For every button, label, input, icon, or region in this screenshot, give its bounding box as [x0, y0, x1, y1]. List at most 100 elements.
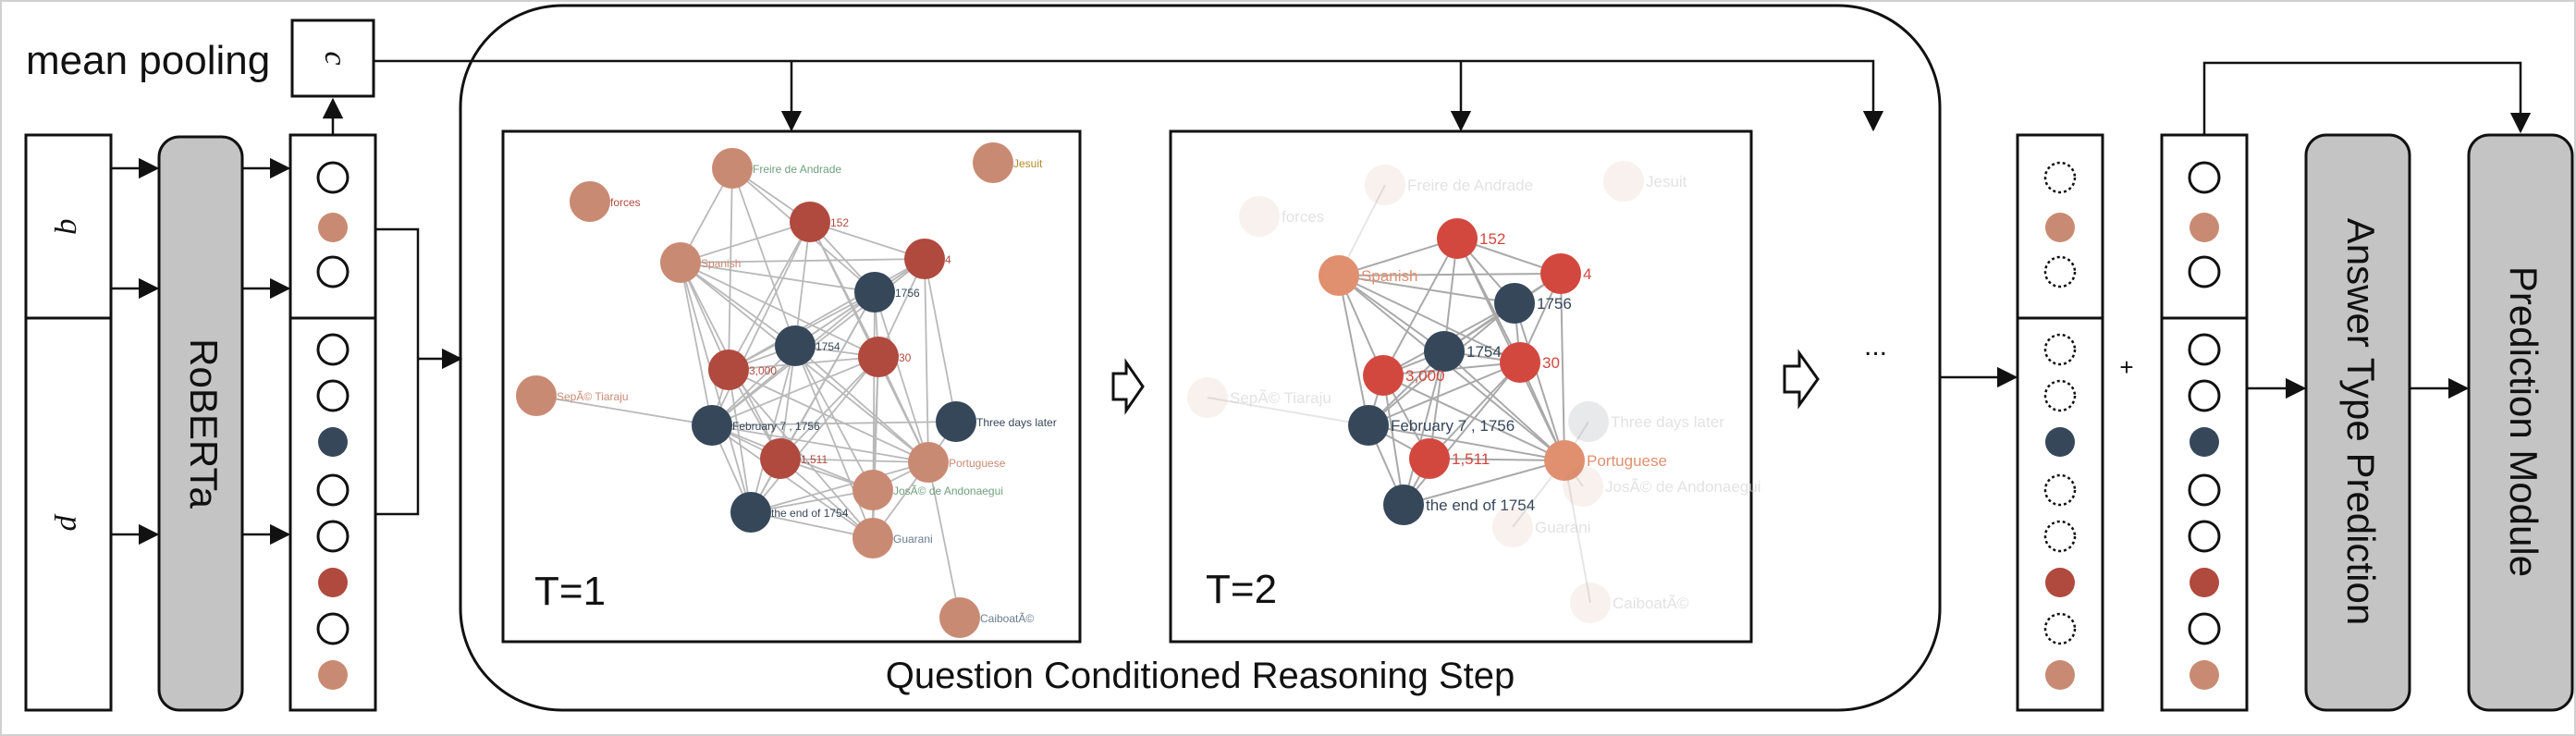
graph-t2-node-label-n1756: 1756 [1537, 295, 1572, 313]
plus-label: + [2119, 353, 2133, 381]
graph-t2-edge [1382, 238, 1458, 376]
graph-t1-edge [711, 424, 874, 539]
graph-t1-nodes: Freire de Andrade Jesuit forces 152 Spanish 4… [516, 142, 1057, 638]
graph-t1-node-label-n4: 4 [945, 253, 951, 266]
encoder-p-token-0 [316, 333, 350, 366]
graph-t1-node-label-jose: JosÃ© de Andonaegui [893, 485, 1003, 497]
graph-t1-edge [924, 258, 929, 463]
graph-t1-node-label-n1511: 1,511 [801, 453, 828, 466]
graph-t1-edge [731, 167, 796, 347]
c-label: c [318, 51, 352, 65]
graph-t2-node-spanish [1319, 255, 1359, 296]
graph-t2-node-label-n152: 152 [1479, 230, 1505, 248]
graph-t1-edge [728, 258, 926, 371]
graph-t2-node-label-forces: forces [1282, 208, 1324, 226]
output-q-token-2 [2043, 255, 2077, 288]
encoder-p-token-3 [316, 473, 350, 507]
graph-t1-node-spanish [660, 242, 701, 283]
final-to-prediction-line [2202, 61, 2532, 135]
graph-t2-node-forces [1239, 196, 1280, 237]
graph-t1-edge [750, 511, 874, 539]
graph-t1-edge [927, 461, 961, 619]
output-p-token-0 [2043, 333, 2077, 366]
graph-t1-edge [680, 258, 926, 264]
graph-t2-node-label-end1754: the end of 1754 [1426, 497, 1535, 514]
graph-t2-node-label-n3000: 3,000 [1405, 367, 1445, 385]
final-p-token-3 [2188, 473, 2221, 507]
graph-t1-edge [680, 262, 796, 347]
final-p-token-0 [2188, 333, 2221, 366]
final-q-token-2 [2188, 255, 2221, 288]
graph-t1-edge [794, 221, 811, 347]
step-arrow-2 [1783, 349, 1820, 410]
graph-t2-node-label-spanish: Spanish [1361, 267, 1417, 285]
graph-t2-node-feb [1348, 405, 1389, 446]
graph-t2-edge [1514, 302, 1565, 461]
graph-t2-node-n3000 [1363, 355, 1404, 396]
graph-t2-edge [1338, 238, 1458, 276]
graph-t2-edge [1382, 374, 1565, 461]
graph-t1-node-n3000 [708, 350, 749, 390]
reasoning-step-label: Question Conditioned Reasoning Step [886, 656, 1515, 696]
graph-t2-node-portuguese [1544, 440, 1585, 481]
final-q-token-1 [2190, 213, 2219, 242]
t2-label: T=2 [1206, 567, 1277, 612]
encoder-p-token-6 [316, 612, 350, 645]
graph-t2-node-label-freire: Freire de Andrade [1407, 177, 1533, 194]
graph-t2-edge [1382, 374, 1405, 506]
graph-t1-node-n4 [904, 239, 945, 279]
graph-t1-edge [794, 345, 874, 539]
c-broadcast-line [374, 59, 1884, 132]
graph-t2-node-caiboate [1570, 583, 1611, 623]
graph-t1-edge [535, 395, 713, 426]
graph-t1-edge [728, 369, 752, 513]
final-p-token-6 [2188, 612, 2221, 645]
graph-t2-edge [1338, 275, 1369, 426]
graph-t1-edge [680, 262, 752, 513]
graph-t2-node-label-three: Three days later [1611, 413, 1724, 431]
graph-t1-node-label-spanish: Spanish [701, 257, 741, 270]
graph-t2-edge [1403, 362, 1521, 506]
q-label: q [54, 219, 88, 235]
graph-t1-edge [680, 221, 811, 264]
answer-type-label: Answer Type Prediction [2339, 218, 2383, 625]
final-p-token-2 [2190, 427, 2219, 457]
graph-t1-node-label-guarani: Guarani [893, 533, 933, 546]
output-column-circles [2043, 161, 2077, 690]
graph-t1-edge [711, 356, 879, 426]
graph-t2-edge [1429, 362, 1521, 460]
graph-t2-node-three [1568, 401, 1609, 442]
output-passage-box [2016, 316, 2104, 712]
graph-t2-node-n1754 [1424, 331, 1465, 372]
encoder-q-token-0 [316, 161, 350, 194]
graph-t1-node-n1756 [854, 272, 895, 313]
graph-t1-edge [680, 262, 713, 426]
output-p-token-1 [2043, 379, 2077, 412]
graph-t2-node-n30 [1500, 342, 1540, 383]
graph-t1-node-freire [712, 148, 753, 189]
graph-t2-faded-edge [1564, 460, 1591, 604]
graph-t1-edge [779, 356, 879, 460]
graph-t2-node-jose [1563, 466, 1603, 507]
output-p-token-7 [2045, 660, 2075, 690]
graph-t2-node-guarani [1492, 507, 1533, 547]
graph-t1-edge [794, 345, 929, 463]
graph-t1-node-n1754 [775, 325, 816, 366]
step-arrow-1 [1111, 358, 1145, 415]
graph-t1-edge [711, 421, 957, 426]
output-q-token-0 [2043, 161, 2077, 194]
output-q-token-1 [2045, 213, 2075, 242]
output-p-token-4 [2043, 520, 2077, 553]
encoder-passage-box [288, 316, 377, 712]
graph-t2-node-end1754 [1383, 485, 1424, 525]
graph-t1-node-label-n1754: 1754 [816, 340, 840, 353]
graph-t1-edge [750, 356, 879, 513]
graph-t1-edge [750, 461, 929, 513]
graph-t2-edge [1403, 460, 1565, 506]
graph-t2-edge [1368, 424, 1565, 461]
output-p-token-3 [2043, 473, 2077, 507]
graph-t1-node-jose [853, 470, 893, 510]
graph-t1-node-portuguese [908, 442, 949, 483]
graph-t2-node-n1756 [1494, 283, 1535, 324]
